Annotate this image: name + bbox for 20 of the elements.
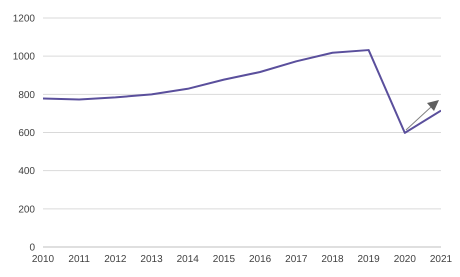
x-tick-label: 2012 bbox=[104, 254, 127, 266]
x-tick-label: 2013 bbox=[140, 254, 164, 266]
x-tick-label: 2017 bbox=[285, 254, 308, 266]
x-tick-label: 2020 bbox=[394, 254, 416, 266]
y-tick-label: 600 bbox=[18, 128, 36, 140]
y-tick-label: 200 bbox=[18, 204, 36, 216]
x-tick-label: 2021 bbox=[430, 254, 453, 266]
x-tick-label: 2011 bbox=[68, 254, 90, 266]
x-tick-label: 2015 bbox=[212, 254, 236, 266]
y-tick-label: 800 bbox=[18, 90, 36, 101]
y-tick-label: 0 bbox=[29, 242, 36, 254]
y-tick-label: 1200 bbox=[12, 14, 36, 25]
y-tick-label: 1000 bbox=[12, 52, 36, 63]
x-tick-label: 2016 bbox=[248, 254, 272, 266]
x-tick-label: 2010 bbox=[32, 254, 55, 266]
x-tick-label: 2014 bbox=[176, 254, 200, 266]
x-tick-label: 2018 bbox=[321, 254, 344, 266]
x-tick-label: 2019 bbox=[358, 254, 380, 266]
line-series bbox=[43, 49, 441, 134]
y-tick-label: 400 bbox=[18, 166, 36, 178]
